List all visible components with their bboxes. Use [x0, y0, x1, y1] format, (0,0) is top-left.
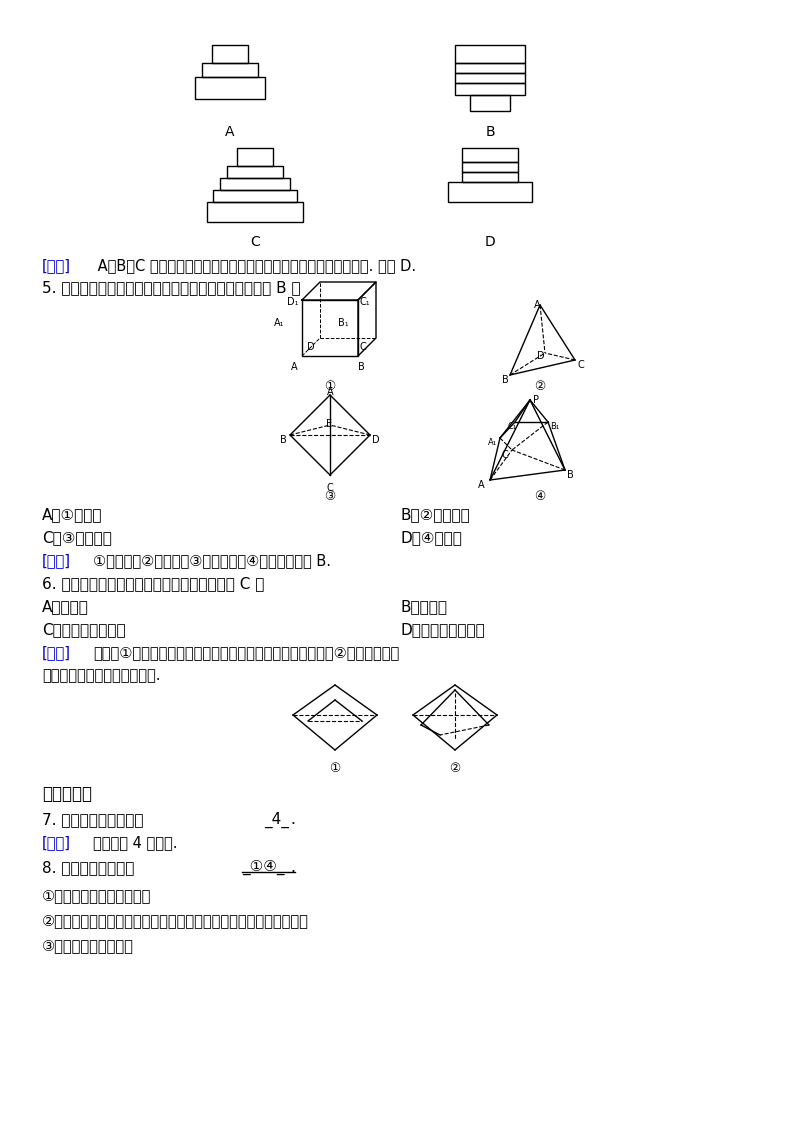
Text: B: B	[358, 362, 364, 372]
Bar	[227, 166, 283, 179]
Text: ③五棱锥只有五条棱；: ③五棱锥只有五条棱；	[42, 938, 134, 953]
Text: C: C	[502, 450, 509, 460]
Text: A．四边形: A．四边形	[42, 599, 89, 614]
Text: [解析]: [解析]	[42, 258, 71, 273]
Text: B: B	[502, 375, 509, 385]
Text: C₁: C₁	[507, 422, 516, 431]
Text: A: A	[534, 300, 540, 310]
Text: ①: ①	[325, 380, 336, 393]
Text: A₁: A₁	[273, 318, 284, 328]
Bar	[237, 148, 273, 166]
Text: E: E	[326, 419, 332, 429]
Text: 四棱锥有 4 个侧面.: 四棱锥有 4 个侧面.	[93, 836, 178, 850]
Bar	[455, 45, 525, 63]
Text: D: D	[484, 235, 495, 249]
Text: D．不可能为四边形: D．不可能为四边形	[400, 622, 485, 637]
Text: C: C	[360, 343, 367, 351]
Text: D: D	[537, 351, 545, 360]
Text: ①: ①	[330, 763, 341, 775]
Text: A: A	[225, 125, 235, 139]
Text: D: D	[307, 343, 315, 351]
Bar	[455, 63, 525, 73]
Text: A．①是棱柱: A．①是棱柱	[42, 506, 102, 522]
Text: C₁: C₁	[360, 296, 371, 307]
Text: ④: ④	[534, 490, 545, 503]
Text: A: A	[478, 480, 484, 490]
Text: 5. 观察如图所示的四个几何体，其中判断不正确的是（ B ）: 5. 观察如图所示的四个几何体，其中判断不正确的是（ B ）	[42, 280, 301, 295]
Bar	[462, 172, 518, 182]
Text: C: C	[326, 483, 333, 493]
Text: _4_: _4_	[264, 812, 289, 828]
Text: 按如图①所示用一个平面去截三棱锥，截面是三角形；按如图②所示用一个平: 按如图①所示用一个平面去截三棱锥，截面是三角形；按如图②所示用一个平	[93, 645, 399, 660]
Bar	[470, 95, 510, 111]
Text: B₁: B₁	[338, 318, 349, 328]
Text: D: D	[372, 435, 380, 445]
Text: ③: ③	[325, 490, 336, 503]
Text: 7. 四棱锥的侧面个数是: 7. 四棱锥的侧面个数是	[42, 812, 144, 827]
Bar	[207, 202, 303, 222]
Bar	[195, 77, 265, 99]
Bar	[220, 179, 290, 190]
Text: ②: ②	[449, 763, 461, 775]
Text: 8. 下列说法正确的是: 8. 下列说法正确的是	[42, 860, 134, 875]
Text: B: B	[485, 125, 495, 139]
Bar	[455, 73, 525, 83]
Text: A: A	[326, 387, 333, 398]
Text: D．④是棱台: D．④是棱台	[400, 530, 462, 545]
Text: [解析]: [解析]	[42, 836, 71, 850]
Bar	[462, 148, 518, 162]
Text: C．③不是棱锥: C．③不是棱锥	[42, 530, 112, 545]
Text: ①一个棱锥至少有四个面；: ①一个棱锥至少有四个面；	[42, 888, 152, 903]
Bar	[213, 190, 297, 202]
Text: B₁: B₁	[550, 422, 559, 431]
Text: C．三角形或四边形: C．三角形或四边形	[42, 622, 125, 637]
Bar	[302, 300, 358, 356]
Text: B．三角形: B．三角形	[400, 599, 447, 614]
Bar	[462, 162, 518, 172]
Text: [解析]: [解析]	[42, 553, 71, 568]
Text: B．②不是棱锥: B．②不是棱锥	[400, 506, 470, 522]
Text: .: .	[290, 860, 295, 875]
Text: ①是棱柱，②是棱锥，③不是棱锥，④是棱台，故选 B.: ①是棱柱，②是棱锥，③不是棱锥，④是棱台，故选 B.	[93, 553, 331, 568]
Text: 6. 用一个平面去截一个三棱锥，截面形状是（ C ）: 6. 用一个平面去截一个三棱锥，截面形状是（ C ）	[42, 576, 264, 591]
Bar	[202, 63, 258, 77]
Text: [解析]: [解析]	[42, 645, 71, 660]
Text: .: .	[290, 812, 295, 827]
Text: 二、填空题: 二、填空题	[42, 785, 92, 803]
Bar	[448, 182, 532, 202]
Text: A: A	[291, 362, 298, 372]
Text: C: C	[577, 360, 584, 369]
Text: A₁: A₁	[488, 438, 497, 447]
Text: B: B	[567, 471, 574, 480]
Text: _①④_: _①④_	[242, 860, 284, 875]
Text: 面去截三棱锥，截面是四边形.: 面去截三棱锥，截面是四边形.	[42, 668, 160, 683]
Text: B: B	[280, 435, 287, 445]
Text: A、B、C 中底面图形的边数与侧面的个数不一致，故不能围成棱柱. 故选 D.: A、B、C 中底面图形的边数与侧面的个数不一致，故不能围成棱柱. 故选 D.	[93, 258, 416, 273]
Bar	[212, 45, 248, 63]
Text: ②如果四棱锥的底面是正方形，那么这个四棱锥的四条侧棱都相等；: ②如果四棱锥的底面是正方形，那么这个四棱锥的四条侧棱都相等；	[42, 913, 309, 928]
Text: D₁: D₁	[287, 296, 298, 307]
Text: ②: ②	[534, 380, 545, 393]
Text: C: C	[250, 235, 260, 249]
Text: P: P	[533, 395, 539, 405]
Bar	[455, 83, 525, 95]
